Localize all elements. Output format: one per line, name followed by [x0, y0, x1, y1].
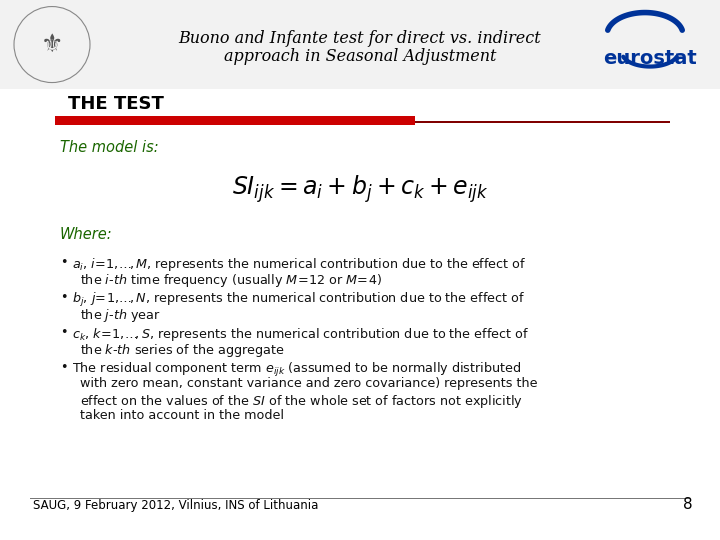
Text: SAUG, 9 February 2012, Vilnius, INS of Lithuania: SAUG, 9 February 2012, Vilnius, INS of L… [33, 499, 318, 512]
Text: $b_j$, $j\!=\!1,\!\ldots\!,N$, represents the numerical contribution due to the : $b_j$, $j\!=\!1,\!\ldots\!,N$, represent… [72, 291, 525, 309]
Text: effect on the values of the $SI$ of the whole set of factors not explicitly: effect on the values of the $SI$ of the … [80, 393, 523, 410]
Text: •: • [60, 256, 68, 269]
Text: $c_k$, $k\!=\!1,\!\ldots\!,S$, represents the numerical contribution due to the : $c_k$, $k\!=\!1,\!\ldots\!,S$, represent… [72, 326, 529, 343]
Text: eurostat: eurostat [603, 49, 697, 68]
Bar [30, 498, 690, 499]
Bar [55, 120, 670, 123]
Text: with zero mean, constant variance and zero covariance) represents the: with zero mean, constant variance and ze… [80, 377, 538, 390]
Text: 8: 8 [683, 497, 693, 512]
Text: •: • [60, 326, 68, 339]
Text: Where:: Where: [60, 227, 112, 241]
Text: ⚜: ⚜ [41, 32, 63, 57]
Text: The model is:: The model is: [60, 140, 158, 154]
Text: taken into account in the model: taken into account in the model [80, 409, 284, 422]
Text: •: • [60, 291, 68, 304]
Text: $SI_{ijk} = a_i + b_j + c_k + e_{ijk}$: $SI_{ijk} = a_i + b_j + c_k + e_{ijk}$ [232, 173, 488, 205]
Text: the $k$-$th$ series of the aggregate: the $k$-$th$ series of the aggregate [80, 342, 284, 359]
Bar [0, 0, 720, 89]
Text: •: • [60, 361, 68, 374]
Text: the $i$-$th$ time frequency (usually $M\!=\!12$ or $M\!=\!4$): the $i$-$th$ time frequency (usually $M\… [80, 272, 382, 289]
Text: the $j$-$th$ year: the $j$-$th$ year [80, 307, 161, 324]
Text: $a_i$, $i\!=\!1,\!\ldots\!,M$, represents the numerical contribution due to the : $a_i$, $i\!=\!1,\!\ldots\!,M$, represent… [72, 256, 526, 273]
Text: The residual component term $e_{ijk}$ (assumed to be normally distributed: The residual component term $e_{ijk}$ (a… [72, 361, 521, 379]
Text: THE TEST: THE TEST [68, 95, 164, 113]
Text: Buono and Infante test for direct vs. indirect: Buono and Infante test for direct vs. in… [179, 30, 541, 47]
Text: approach in Seasonal Adjustment: approach in Seasonal Adjustment [224, 48, 496, 65]
Bar [55, 116, 415, 125]
